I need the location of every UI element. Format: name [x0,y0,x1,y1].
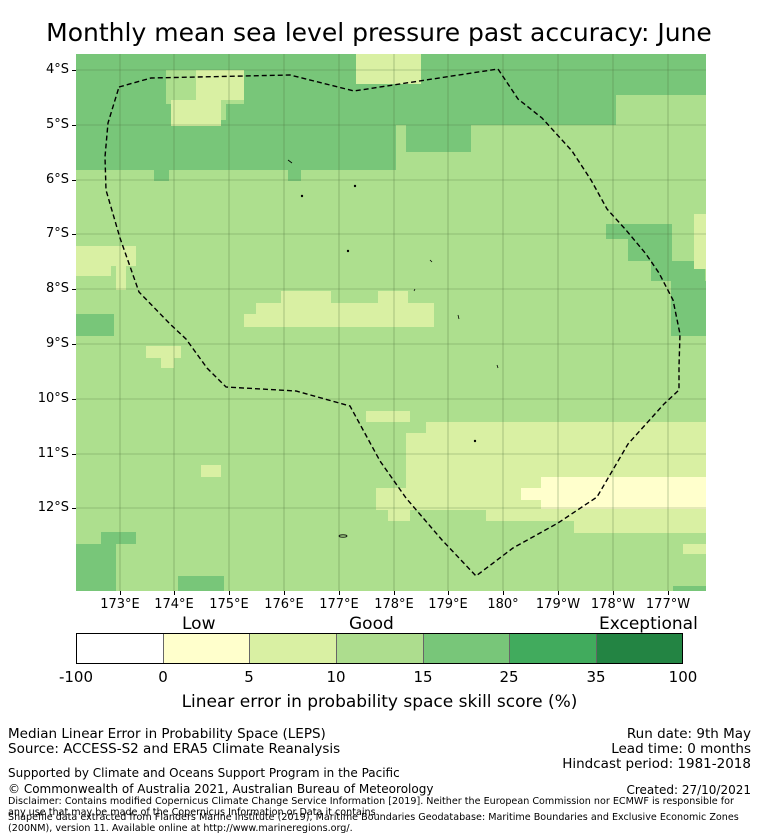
skill-map-svg [76,54,706,591]
lon-tick [448,591,449,595]
eez-boundary [104,68,681,577]
run-date-text: Run date: 9th May [626,726,751,742]
lat-label: 11°S [37,446,69,461]
lon-label: 176°E [264,597,304,612]
category-good-label: Good [349,614,394,634]
lon-tick [503,591,504,595]
support-text: Supported by Climate and Oceans Support … [8,766,400,780]
colorbar-tick-label: 15 [413,668,433,686]
lon-label: 179°E [428,597,468,612]
disclaimer-text: Disclaimer: Contains modified Copernicus… [8,796,734,818]
created-text: Created: 27/10/2021 [626,783,751,797]
colorbar-segment [77,634,164,663]
colorbar-segment [510,634,597,663]
category-exceptional-label: Exceptional [599,614,698,634]
skill-zone-good [76,54,706,591]
colorbar-segment [337,634,424,663]
shapefile-text: Shapefile data extracted from Flanders M… [8,812,739,834]
islands [287,159,499,538]
lat-label: 12°S [37,500,69,515]
map-title: Monthly mean sea level pressure past acc… [46,18,712,47]
colorbar-tick-label: 0 [158,668,168,686]
lat-tick [72,70,76,71]
lat-label: 8°S [45,281,69,296]
lon-tick [394,591,395,595]
lon-label: 178°W [590,597,636,612]
colorbar-segment [250,634,337,663]
lon-tick [668,591,669,595]
copyright-text: © Commonwealth of Australia 2021, Austra… [8,782,434,796]
lon-label: 174°E [154,597,194,612]
lat-label: 4°S [45,62,69,77]
hindcast-text: Hindcast period: 1981-2018 [562,756,751,772]
lon-label: 177°W [645,597,691,612]
lon-tick [558,591,559,595]
lat-label: 9°S [45,336,69,351]
lat-tick [72,289,76,290]
skill-map [76,54,706,591]
lon-label: 180° [487,597,519,612]
lon-tick [339,591,340,595]
colorbar-segment [424,634,510,663]
lon-label: 177°E [319,597,359,612]
lon-label: 173°E [100,597,140,612]
colorbar-title: Linear error in probability space skill … [181,692,578,712]
lon-label: 179°W [535,597,581,612]
colorbar-tick-label: 25 [499,668,519,686]
colorbar-tick-label: 35 [586,668,606,686]
lat-tick [72,344,76,345]
latitude-gridlines [76,69,706,509]
lat-tick [72,180,76,181]
colorbar-segment [597,634,682,663]
lon-label: 175°E [209,597,249,612]
colorbar [76,633,683,664]
lat-label: 10°S [37,391,69,406]
lat-label: 5°S [45,117,69,132]
lon-label: 178°E [374,597,414,612]
category-low-label: Low [182,614,216,634]
lon-tick [174,591,175,595]
lat-tick [72,454,76,455]
lat-tick [72,399,76,400]
lead-time-text: Lead time: 0 months [611,741,751,757]
colorbar-tick-label: 10 [326,668,346,686]
lat-tick [72,234,76,235]
lon-tick [120,591,121,595]
source-text: Source: ACCESS-S2 and ERA5 Climate Reana… [8,741,341,757]
lon-tick [229,591,230,595]
lon-tick [284,591,285,595]
skill-zone-very-low [521,477,706,509]
colorbar-tick-label: 5 [244,668,254,686]
longitude-gridlines [119,54,669,591]
lon-tick [613,591,614,595]
lat-label: 6°S [45,172,69,187]
colorbar-segment [164,634,250,663]
colorbar-tick-label: -100 [58,668,94,686]
colorbar-tick-label: 100 [668,668,698,686]
lat-tick [72,508,76,509]
lat-label: 7°S [45,226,69,241]
lat-tick [72,125,76,126]
method-text: Median Linear Error in Probability Space… [8,726,326,742]
